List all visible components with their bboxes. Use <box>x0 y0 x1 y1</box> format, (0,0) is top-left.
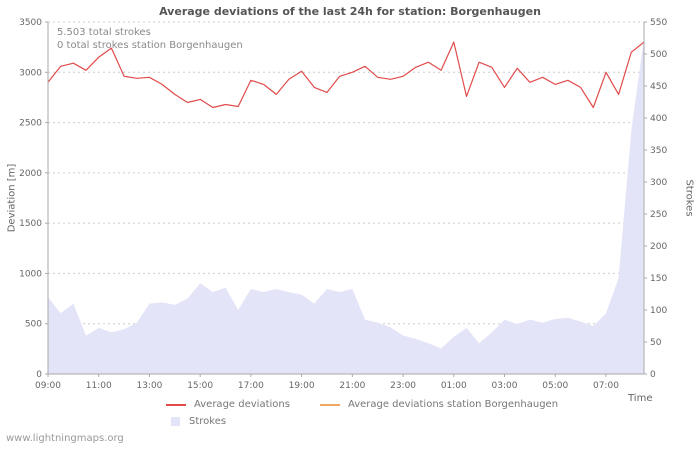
legend-label: Average deviations <box>194 399 290 410</box>
right-tick-label: 400 <box>650 114 667 124</box>
x-axis-label: Time <box>628 393 653 404</box>
legend-row: Strokes <box>166 416 558 427</box>
left-tick-label: 1000 <box>19 269 42 279</box>
x-tick-label: 21:00 <box>339 381 365 391</box>
x-tick-label: 17:00 <box>238 381 264 391</box>
right-tick-label: 200 <box>650 242 667 252</box>
x-tick-label: 15:00 <box>187 381 213 391</box>
x-tick-label: 03:00 <box>492 381 518 391</box>
strokes-area-series <box>48 38 644 374</box>
chart-title: Average deviations of the last 24h for s… <box>159 5 541 18</box>
legend-item-average-deviations: Average deviations <box>166 399 290 410</box>
legend-label: Strokes <box>189 416 227 427</box>
left-tick-label: 3500 <box>19 18 42 28</box>
x-tick-label: 09:00 <box>35 381 61 391</box>
red-line-swatch-icon <box>166 403 186 406</box>
legend-item-strokes: Strokes <box>166 416 226 427</box>
x-tick-label: 01:00 <box>441 381 467 391</box>
right-tick-label: 350 <box>650 146 667 156</box>
left-axis-label: Deviation [m] <box>6 163 18 233</box>
orange-line-swatch-icon <box>319 403 340 406</box>
right-axis-label: Strokes <box>683 179 695 217</box>
left-tick-label: 500 <box>25 320 42 330</box>
left-tick-label: 2500 <box>19 119 42 129</box>
legend-row: Average deviations Average deviations st… <box>166 399 558 410</box>
left-tick-label: 3000 <box>19 68 42 78</box>
watermark-url: www.lightningmaps.org <box>6 433 124 444</box>
legend-label: Average deviations station Borgenhaugen <box>347 399 559 410</box>
right-tick-label: 300 <box>650 178 667 188</box>
x-tick-label: 11:00 <box>86 381 112 391</box>
right-tick-label: 150 <box>650 274 667 284</box>
right-tick-label: 550 <box>650 18 667 28</box>
right-tick-label: 250 <box>650 210 667 220</box>
legend: Average deviations Average deviations st… <box>166 399 558 433</box>
right-tick-label: 100 <box>650 306 667 316</box>
x-tick-label: 13:00 <box>136 381 162 391</box>
left-tick-label: 2000 <box>19 169 42 179</box>
total-strokes-annotation: 5.503 total strokes <box>57 27 151 38</box>
x-tick-label: 19:00 <box>289 381 315 391</box>
station-strokes-annotation: 0 total strokes station Borgenhaugen <box>57 40 243 51</box>
x-tick-label: 05:00 <box>542 381 568 391</box>
right-tick-label: 50 <box>650 338 662 348</box>
left-tick-label: 1500 <box>19 219 42 229</box>
right-tick-label: 450 <box>650 82 667 92</box>
x-tick-label: 07:00 <box>593 381 619 391</box>
deviation-line-series <box>47 41 645 109</box>
left-tick-label: 0 <box>36 370 42 380</box>
legend-item-station-deviations: Average deviations station Borgenhaugen <box>319 399 559 410</box>
x-tick-label: 23:00 <box>390 381 416 391</box>
strokes-area-swatch-icon <box>171 417 180 426</box>
right-tick-label: 500 <box>650 50 667 60</box>
right-tick-label: 0 <box>650 370 656 380</box>
